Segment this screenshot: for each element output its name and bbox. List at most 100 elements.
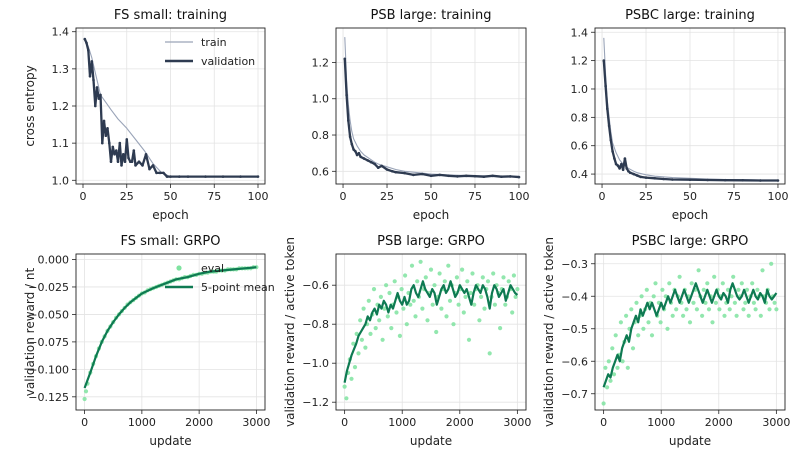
data-point bbox=[621, 168, 625, 172]
data-point bbox=[137, 160, 141, 163]
data-point bbox=[134, 164, 137, 167]
data-point bbox=[362, 157, 366, 160]
data-point bbox=[500, 175, 503, 178]
x-tick-label: 0 bbox=[599, 190, 606, 203]
series-line bbox=[83, 38, 258, 178]
data-point bbox=[350, 142, 354, 146]
data-point bbox=[624, 313, 629, 318]
data-point bbox=[408, 302, 413, 307]
data-point bbox=[710, 320, 715, 325]
series-line bbox=[83, 266, 257, 389]
x-tick-label: 1000 bbox=[388, 416, 416, 429]
data-point bbox=[359, 337, 364, 342]
series-5-point-mean bbox=[83, 266, 257, 389]
data-point bbox=[108, 141, 111, 145]
data-point bbox=[758, 313, 763, 318]
chart-title: PSBC large: training bbox=[625, 8, 755, 23]
data-point bbox=[746, 313, 751, 318]
data-point bbox=[460, 267, 465, 272]
data-point bbox=[623, 157, 627, 160]
data-point bbox=[204, 175, 207, 178]
data-point bbox=[653, 281, 658, 286]
data-point bbox=[343, 57, 347, 61]
data-point bbox=[607, 124, 611, 128]
data-point bbox=[411, 298, 416, 303]
data-point bbox=[432, 283, 437, 288]
x-tick-label: 25 bbox=[380, 190, 394, 203]
data-point bbox=[755, 287, 760, 292]
x-tick-label: 0 bbox=[341, 416, 348, 429]
data-point bbox=[186, 175, 190, 178]
data-point bbox=[705, 281, 710, 286]
chart-title: PSB large: GRPO bbox=[377, 234, 485, 249]
data-point bbox=[369, 160, 373, 164]
data-point bbox=[99, 93, 102, 97]
data-point bbox=[776, 179, 780, 182]
data-point bbox=[451, 322, 456, 327]
data-point bbox=[115, 149, 118, 152]
data-point bbox=[380, 337, 385, 342]
series-1 bbox=[343, 280, 519, 383]
data-point bbox=[609, 138, 613, 142]
x-tick-label: 100 bbox=[767, 190, 788, 203]
data-point bbox=[409, 263, 415, 268]
data-point bbox=[439, 306, 444, 311]
y-tick-label: −0.6 bbox=[561, 355, 588, 368]
data-point bbox=[644, 176, 648, 179]
data-point bbox=[127, 156, 130, 160]
series-line bbox=[602, 282, 778, 388]
data-point bbox=[625, 365, 630, 370]
x-tick-label: 50 bbox=[424, 190, 438, 203]
plot-frame bbox=[594, 253, 786, 411]
data-point bbox=[425, 318, 430, 323]
data-point bbox=[155, 171, 158, 175]
data-point bbox=[603, 365, 608, 370]
data-point bbox=[83, 389, 89, 394]
y-tick-label: −0.7 bbox=[561, 388, 588, 401]
y-axis-label: cross entropy bbox=[23, 65, 37, 146]
data-point bbox=[345, 93, 348, 97]
data-point bbox=[348, 135, 352, 139]
data-point bbox=[123, 160, 127, 163]
x-tick-label: 1000 bbox=[647, 416, 675, 429]
x-tick-label: 0 bbox=[340, 190, 347, 203]
y-tick-label: 1.2 bbox=[312, 56, 330, 69]
data-point bbox=[722, 313, 727, 318]
data-point bbox=[418, 259, 423, 264]
data-point bbox=[750, 281, 755, 286]
data-point bbox=[627, 169, 630, 173]
y-tick-label: −0.100 bbox=[28, 363, 69, 376]
data-point bbox=[102, 119, 106, 123]
chart-title: PSB large: training bbox=[371, 8, 492, 23]
data-point bbox=[611, 150, 614, 153]
x-tick-label: 75 bbox=[468, 190, 482, 203]
data-point bbox=[720, 281, 725, 286]
data-point bbox=[391, 170, 394, 173]
y-tick-label: 0.8 bbox=[571, 111, 589, 124]
x-tick-label: 75 bbox=[727, 190, 741, 203]
data-point bbox=[712, 274, 717, 279]
y-tick-label: −0.6 bbox=[302, 279, 329, 292]
y-tick-label: 1.0 bbox=[52, 174, 70, 187]
data-point bbox=[727, 307, 732, 312]
data-point bbox=[158, 171, 162, 175]
data-point bbox=[620, 359, 625, 364]
data-point bbox=[681, 313, 686, 318]
x-axis-label: update bbox=[149, 434, 191, 448]
data-point bbox=[717, 307, 722, 312]
data-point bbox=[658, 320, 663, 325]
data-point bbox=[651, 294, 656, 299]
data-point bbox=[444, 314, 449, 319]
y-tick-label: −0.075 bbox=[28, 336, 69, 349]
data-point bbox=[713, 300, 719, 305]
data-point bbox=[684, 307, 689, 312]
series-0 bbox=[342, 259, 520, 401]
data-point bbox=[743, 300, 748, 305]
data-point bbox=[670, 313, 675, 318]
series-1 bbox=[602, 59, 780, 182]
data-point bbox=[351, 341, 356, 346]
data-point bbox=[485, 279, 491, 284]
data-point bbox=[104, 134, 108, 137]
data-point bbox=[688, 178, 692, 181]
data-point bbox=[691, 300, 696, 305]
